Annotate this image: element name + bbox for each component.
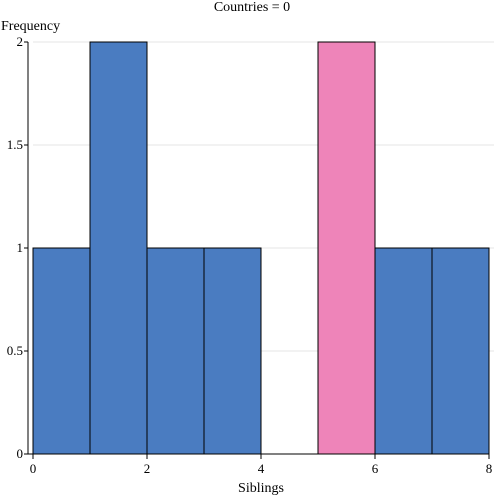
y-tick-label-2: 1 <box>17 240 24 255</box>
y-tick-label-0: 0 <box>17 446 24 461</box>
x-tick-label-0: 0 <box>30 461 37 476</box>
x-tick-label-3: 6 <box>372 461 379 476</box>
y-tick-label-1: 0.5 <box>7 343 23 358</box>
histogram-bar-7[interactable] <box>431 247 490 455</box>
y-axis-title: Frequency <box>1 19 60 34</box>
histogram-bar-2[interactable] <box>146 247 205 455</box>
y-tick-label-4: 2 <box>17 34 24 49</box>
x-tick-label-4: 8 <box>486 461 493 476</box>
x-tick-label-1: 2 <box>144 461 151 476</box>
histogram-bar-3[interactable] <box>203 247 262 455</box>
histogram-bar-5[interactable] <box>317 41 376 455</box>
histogram-bar-1[interactable] <box>89 41 148 455</box>
x-tick-label-2: 4 <box>258 461 265 476</box>
chart-title: Countries = 0 <box>214 0 290 15</box>
bars <box>32 41 490 455</box>
y-ticks: 0 0.5 1 1.5 2 <box>7 34 28 461</box>
x-axis-title: Siblings <box>238 481 284 496</box>
histogram-bar-6[interactable] <box>374 247 433 455</box>
histogram-bar-0[interactable] <box>32 247 91 455</box>
x-ticks: 0 2 4 6 8 <box>30 454 493 476</box>
y-tick-label-3: 1.5 <box>7 137 23 152</box>
